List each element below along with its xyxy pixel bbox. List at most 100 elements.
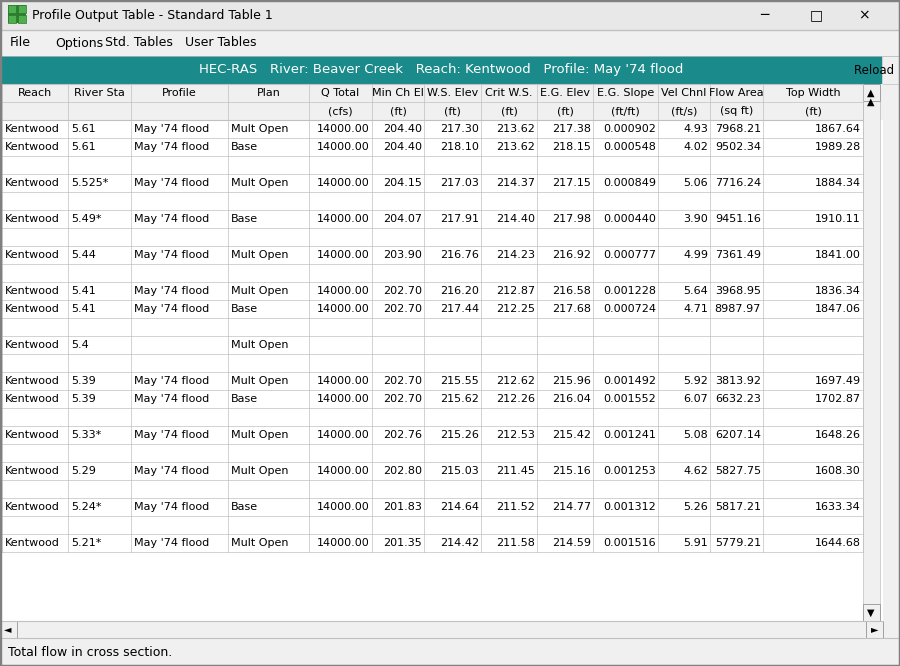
Text: 1989.28: 1989.28 (814, 142, 861, 152)
Text: May '74 flood: May '74 flood (134, 250, 209, 260)
Text: May '74 flood: May '74 flood (134, 430, 209, 440)
Bar (0, 621, 17, 638)
Text: 1847.06: 1847.06 (815, 304, 861, 314)
Text: 204.40: 204.40 (383, 142, 422, 152)
Bar (0, 480, 883, 498)
Text: 3.90: 3.90 (683, 214, 708, 224)
Bar (8, 5, 16, 13)
Text: 14000.00: 14000.00 (317, 178, 370, 188)
Text: 0.000724: 0.000724 (603, 304, 656, 314)
Text: ►: ► (871, 625, 878, 635)
Text: 213.62: 213.62 (496, 124, 535, 134)
Bar (0, 282, 883, 300)
Text: Mult Open: Mult Open (231, 178, 289, 188)
Text: 216.76: 216.76 (440, 250, 479, 260)
Text: (ft): (ft) (390, 106, 407, 116)
Bar (0, 138, 883, 156)
Text: 7968.21: 7968.21 (715, 124, 761, 134)
Text: May '74 flood: May '74 flood (134, 466, 209, 476)
Text: Mult Open: Mult Open (231, 466, 289, 476)
Bar (0, 192, 883, 210)
Bar (0, 621, 883, 638)
Text: 218.15: 218.15 (552, 142, 591, 152)
Text: ×: × (858, 8, 869, 22)
Text: 217.30: 217.30 (440, 124, 479, 134)
Text: 14000.00: 14000.00 (317, 214, 370, 224)
Text: 5.06: 5.06 (683, 178, 708, 188)
Text: Top Width: Top Width (786, 88, 841, 98)
Bar (863, 84, 880, 120)
Text: 1836.34: 1836.34 (815, 286, 861, 296)
Text: 202.70: 202.70 (383, 394, 422, 404)
Text: 5.64: 5.64 (683, 286, 708, 296)
Text: 14000.00: 14000.00 (317, 466, 370, 476)
Text: W.S. Elev: W.S. Elev (427, 88, 478, 98)
Text: 1648.26: 1648.26 (815, 430, 861, 440)
Bar (0, 300, 883, 318)
Bar (0, 638, 900, 666)
Text: Plan: Plan (256, 88, 281, 98)
Text: May '74 flood: May '74 flood (134, 538, 209, 548)
Text: ▲: ▲ (868, 87, 875, 97)
Text: 211.45: 211.45 (496, 466, 535, 476)
Bar (0, 336, 883, 354)
Text: 0.000777: 0.000777 (603, 250, 656, 260)
Text: 218.10: 218.10 (440, 142, 479, 152)
Text: 3813.92: 3813.92 (715, 376, 761, 386)
Text: (ft): (ft) (500, 106, 518, 116)
Bar (0, 56, 882, 84)
Bar (866, 621, 883, 638)
Bar (0, 318, 883, 336)
Text: Base: Base (231, 304, 258, 314)
Bar (0, 462, 883, 480)
Text: 216.20: 216.20 (440, 286, 479, 296)
Text: 1644.68: 1644.68 (815, 538, 861, 548)
Text: Vel Chnl: Vel Chnl (662, 88, 706, 98)
Text: Kentwood: Kentwood (5, 466, 60, 476)
Text: Mult Open: Mult Open (231, 124, 289, 134)
Text: Base: Base (231, 142, 258, 152)
Text: Kentwood: Kentwood (5, 340, 60, 350)
Text: Reach: Reach (18, 88, 52, 98)
Text: 215.26: 215.26 (440, 430, 479, 440)
Text: 215.03: 215.03 (440, 466, 479, 476)
Text: 0.001516: 0.001516 (603, 538, 656, 548)
Text: Kentwood: Kentwood (5, 304, 60, 314)
Text: 216.58: 216.58 (552, 286, 591, 296)
Text: Kentwood: Kentwood (5, 214, 60, 224)
Text: 6632.23: 6632.23 (716, 394, 761, 404)
Text: 14000.00: 14000.00 (317, 394, 370, 404)
Text: May '74 flood: May '74 flood (134, 286, 209, 296)
Text: 5.61: 5.61 (71, 124, 95, 134)
Text: 1884.34: 1884.34 (814, 178, 861, 188)
Text: Base: Base (231, 502, 258, 512)
Bar (863, 84, 880, 101)
Text: 7716.24: 7716.24 (715, 178, 761, 188)
Text: 217.44: 217.44 (440, 304, 479, 314)
Text: 0.001492: 0.001492 (603, 376, 656, 386)
Text: 14000.00: 14000.00 (317, 538, 370, 548)
Text: 14000.00: 14000.00 (317, 502, 370, 512)
Text: File: File (10, 37, 31, 49)
Text: 8987.97: 8987.97 (715, 304, 761, 314)
Text: 212.53: 212.53 (496, 430, 535, 440)
Text: 214.42: 214.42 (440, 538, 479, 548)
Bar (0, 498, 883, 516)
Text: Std. Tables: Std. Tables (105, 37, 173, 49)
Text: 1841.00: 1841.00 (815, 250, 861, 260)
Bar (0, 264, 883, 282)
Text: 203.90: 203.90 (383, 250, 422, 260)
Text: ◄: ◄ (4, 625, 12, 635)
Text: Kentwood: Kentwood (5, 286, 60, 296)
Text: 0.001241: 0.001241 (603, 430, 656, 440)
Text: 0.000440: 0.000440 (603, 214, 656, 224)
Text: 5817.21: 5817.21 (715, 502, 761, 512)
Text: Kentwood: Kentwood (5, 142, 60, 152)
Bar (18, 15, 26, 23)
Text: May '74 flood: May '74 flood (134, 304, 209, 314)
Text: 211.58: 211.58 (496, 538, 535, 548)
Text: 4.93: 4.93 (683, 124, 708, 134)
Text: 202.80: 202.80 (383, 466, 422, 476)
Text: Mult Open: Mult Open (231, 376, 289, 386)
Text: Kentwood: Kentwood (5, 178, 60, 188)
